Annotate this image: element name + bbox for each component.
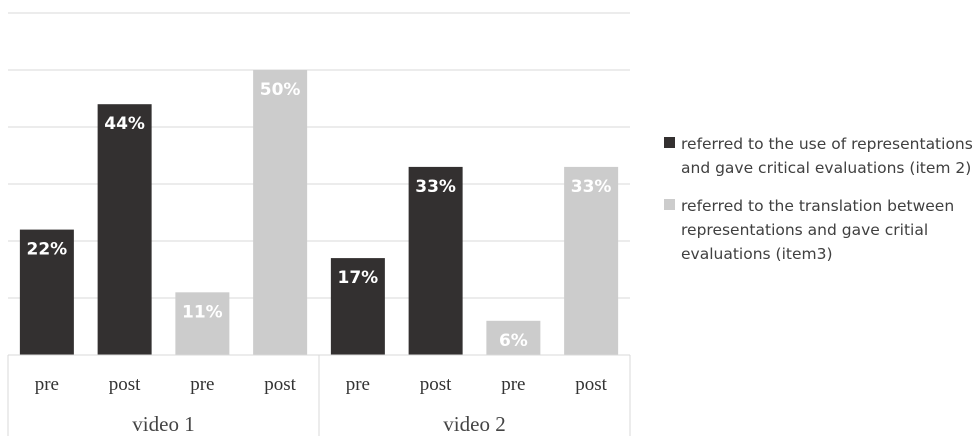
category-label: post bbox=[109, 374, 141, 395]
bar bbox=[97, 104, 152, 355]
bar bbox=[564, 166, 619, 355]
category-label: pre bbox=[346, 374, 370, 395]
legend-label-item2: referred to the use of representations a… bbox=[681, 135, 973, 177]
x-axis: pre post pre post video 1 pre post pre post video… bbox=[7, 354, 631, 436]
bar-value-label: 44% bbox=[104, 114, 145, 134]
category-label: pre bbox=[501, 374, 525, 395]
legend-item-item3: referred to the translation between repr… bbox=[664, 194, 976, 266]
category-label: post bbox=[264, 374, 296, 395]
bar bbox=[486, 320, 541, 355]
bar-value-label: 50% bbox=[260, 80, 301, 100]
bar-value-label: 22% bbox=[27, 240, 68, 260]
category-label: post bbox=[575, 374, 607, 395]
bar bbox=[253, 70, 308, 355]
legend: referred to the use of representations a… bbox=[664, 132, 976, 280]
category-label: pre bbox=[190, 374, 214, 395]
category-label: post bbox=[420, 374, 452, 395]
bar-value-label: 33% bbox=[571, 177, 612, 197]
legend-label-item3: referred to the translation between repr… bbox=[681, 197, 955, 263]
legend-swatch-item3 bbox=[664, 199, 675, 210]
bar bbox=[408, 166, 463, 355]
bar-value-label: 11% bbox=[182, 302, 223, 322]
category-label: pre bbox=[35, 374, 59, 395]
bar-chart: 22% 44% 11% 50% 17% 33% 6% 33% pre post pre post vi… bbox=[7, 12, 631, 436]
bar-value-label: 17% bbox=[338, 268, 379, 288]
legend-item-item2: referred to the use of representations a… bbox=[664, 132, 976, 180]
bar-value-label: 6% bbox=[499, 331, 528, 351]
legend-swatch-item2 bbox=[664, 137, 675, 148]
bar-value-label: 33% bbox=[415, 177, 456, 197]
bars: 22% 44% 11% 50% 17% 33% 6% 33% bbox=[19, 70, 619, 355]
bar bbox=[19, 229, 74, 355]
group-label: video 1 bbox=[132, 412, 194, 436]
bar bbox=[330, 258, 385, 355]
bar bbox=[175, 292, 230, 355]
group-label: video 2 bbox=[443, 412, 505, 436]
